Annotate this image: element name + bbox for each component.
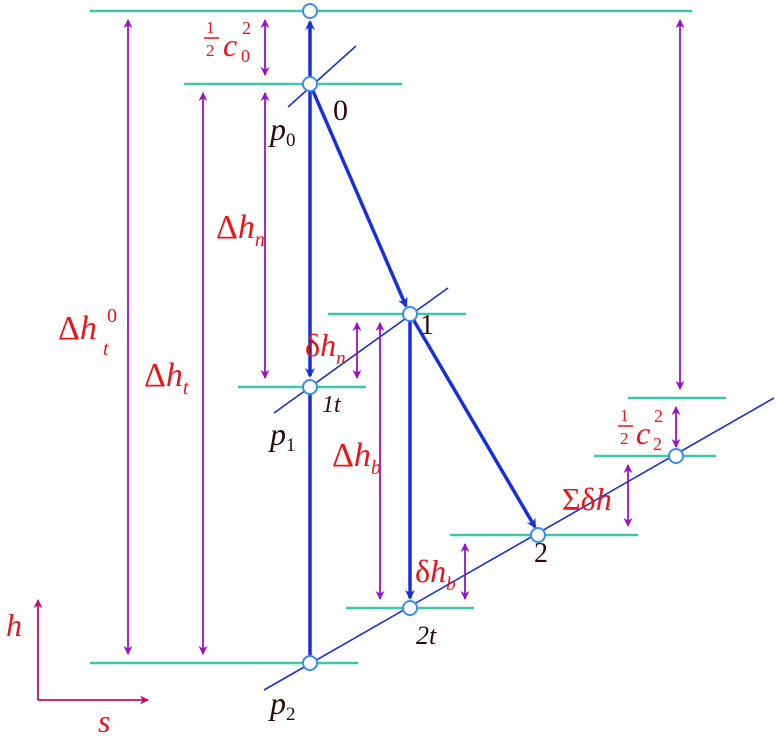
- label-delta-hb: Δhb: [332, 437, 381, 479]
- svg-text:1: 1: [206, 18, 215, 37]
- isobar-p1: [273, 287, 449, 414]
- point-2: [530, 527, 546, 543]
- dimension-arrows: [123, 19, 685, 655]
- svg-text:0: 0: [241, 46, 250, 66]
- point-stagnation-2: [668, 448, 684, 464]
- label-delta-ht: Δht: [144, 357, 189, 399]
- axis-s-label: s: [98, 703, 110, 739]
- label-p1: p1: [268, 416, 296, 456]
- svg-text:1: 1: [620, 406, 629, 425]
- state-labels: 0 1 1t 2 2t: [322, 94, 548, 650]
- state-points: [302, 3, 684, 671]
- label-delta-ht0: Δh t 0: [58, 305, 117, 360]
- label-half-c2-sq: 1 2 c 2 2: [618, 406, 663, 454]
- svg-text:2: 2: [242, 18, 251, 38]
- svg-text:2: 2: [620, 429, 629, 448]
- label-p0: p0: [268, 111, 296, 151]
- label-delta-hn: Δhn: [216, 209, 265, 251]
- svg-text:2: 2: [653, 434, 662, 454]
- isobar-p2: [263, 397, 775, 691]
- svg-text:2: 2: [654, 406, 663, 426]
- enthalpy-levels: [90, 9, 726, 665]
- label-state-1t: 1t: [322, 392, 342, 418]
- process-lines: [305, 20, 537, 663]
- svg-text:2: 2: [206, 41, 215, 60]
- axes: [33, 599, 149, 705]
- point-p2: [302, 655, 318, 671]
- label-half-c0-sq: 1 2 c 2 0: [204, 18, 251, 66]
- label-state-2t: 2t: [416, 621, 437, 650]
- quantity-labels: 1 2 c 2 0 Δhn Δh t 0 Δht δhn Δhb δhb 1 2…: [58, 18, 663, 595]
- svg-text:0: 0: [107, 305, 117, 327]
- point-stagnation-0: [302, 3, 318, 19]
- svg-text:c: c: [223, 27, 237, 63]
- process-1-to-2: [408, 313, 537, 529]
- axis-h-label: h: [6, 607, 22, 643]
- process-0-to-1: [308, 83, 408, 308]
- label-state-1: 1: [420, 310, 434, 341]
- point-1: [402, 306, 418, 322]
- svg-text:c: c: [636, 415, 650, 451]
- label-p2: p2: [268, 685, 296, 725]
- isobar-labels: p0 p1 p2: [268, 111, 296, 725]
- svg-text:Δh: Δh: [58, 310, 97, 347]
- label-sum-delta-h: Σδh: [562, 481, 612, 517]
- label-small-delta-hn: δhn: [305, 327, 346, 369]
- label-small-delta-hb: δhb: [415, 553, 456, 595]
- svg-text:t: t: [103, 338, 109, 360]
- point-0: [302, 76, 318, 92]
- point-1t: [302, 379, 318, 395]
- isobar-p0: [287, 45, 357, 108]
- label-state-2: 2: [534, 538, 548, 569]
- point-2t: [402, 600, 418, 616]
- label-state-0: 0: [333, 94, 348, 127]
